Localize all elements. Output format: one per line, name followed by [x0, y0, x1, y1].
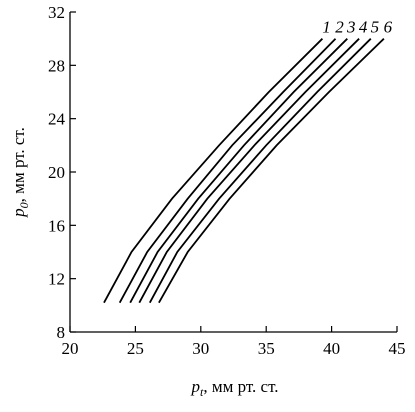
- x-symbol: p: [191, 377, 201, 396]
- y-tick-label: 20: [48, 163, 65, 182]
- x-unit: , мм рт. ст.: [203, 377, 278, 396]
- y-tick-label: 8: [57, 323, 66, 342]
- x-tick-label: 45: [389, 339, 406, 358]
- curve: [103, 38, 324, 304]
- x-subscript: t: [200, 385, 204, 399]
- curve: [118, 38, 337, 304]
- curve: [158, 38, 385, 304]
- curve-label: 2: [335, 18, 344, 37]
- y-tick-label: 32: [48, 3, 65, 22]
- y-tick-label: 12: [48, 270, 65, 289]
- y-unit: , мм рт. ст.: [9, 127, 28, 202]
- y-symbol: p: [9, 208, 28, 218]
- curve: [149, 38, 372, 304]
- curve-label: 3: [346, 18, 356, 37]
- x-tick-label: 20: [62, 339, 79, 358]
- y-tick-label: 28: [48, 56, 65, 75]
- x-tick-label: 30: [192, 339, 209, 358]
- x-tick-label: 25: [127, 339, 144, 358]
- y-tick-label: 24: [48, 110, 66, 129]
- curve: [129, 38, 348, 304]
- curve-label: 1: [322, 18, 331, 37]
- x-tick-label: 40: [323, 339, 340, 358]
- curve-label: 5: [371, 18, 380, 37]
- x-axis-label: pt, мм рт. ст.: [191, 377, 279, 399]
- curve-label: 4: [359, 18, 368, 37]
- y-tick-label: 16: [48, 216, 65, 235]
- y-subscript: 0: [17, 202, 31, 208]
- y-axis-label: p0, мм рт. ст.: [9, 127, 31, 218]
- curve-label: 6: [384, 18, 393, 37]
- x-tick-label: 35: [258, 339, 275, 358]
- curve: [138, 38, 360, 304]
